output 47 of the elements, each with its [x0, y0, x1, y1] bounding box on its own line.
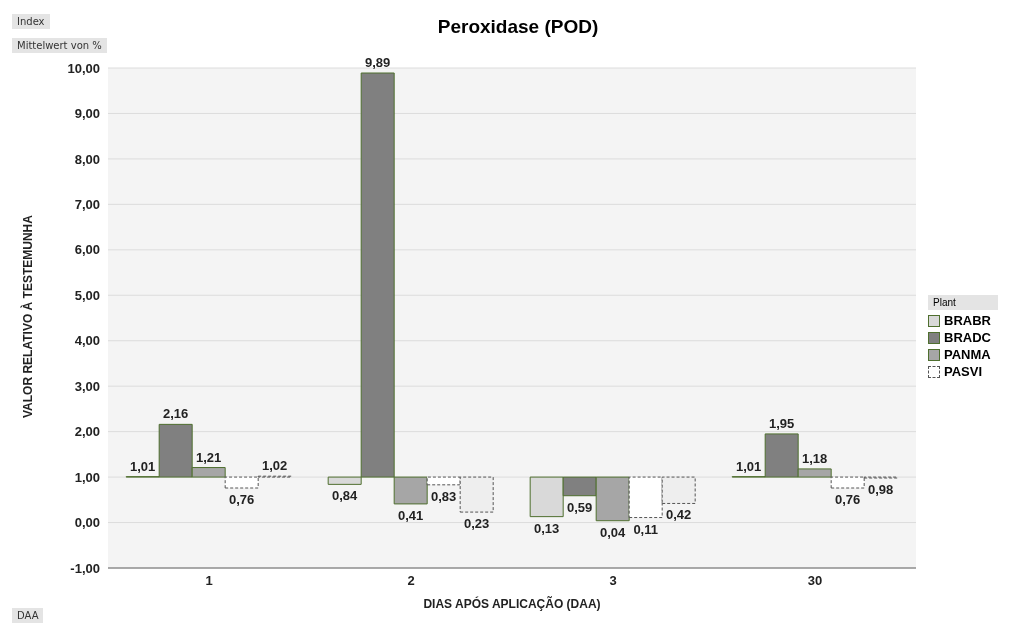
- data-label: 0,23: [464, 516, 490, 532]
- data-label: 1,21: [196, 449, 222, 465]
- x-axis-title: DIAS APÓS APLICAÇÃO (DAA): [423, 596, 601, 611]
- data-label: 0,59: [567, 499, 593, 515]
- x-tick-label: 30: [807, 573, 823, 589]
- y-tick-label: 0,00: [74, 515, 100, 531]
- data-label: 0,76: [835, 492, 861, 507]
- x-tick-label: 3: [609, 573, 617, 589]
- data-label: 0,84: [332, 488, 359, 504]
- text: DAA: [12, 608, 44, 623]
- data-label: 0,42: [666, 507, 692, 523]
- y-axis-title: VALOR RELATIVO À TESTEMUNHA: [20, 214, 36, 418]
- data-label: 0,11: [633, 521, 658, 537]
- chart-title: Peroxidase (POD): [437, 16, 599, 37]
- data-label: 0,98: [868, 482, 894, 497]
- data-label: 1,01: [130, 458, 156, 474]
- y-tick-label: 3,00: [74, 378, 100, 394]
- data-label: 0,41: [398, 507, 424, 523]
- data-label: 0,83: [431, 488, 457, 504]
- data-label: 0,04: [600, 524, 627, 540]
- legend-label: PANMA: [943, 347, 992, 362]
- y-tick-label: 6,00: [74, 242, 100, 258]
- x-tick-label: 2: [407, 573, 415, 589]
- data-label: 1,18: [802, 450, 828, 466]
- y-tick-label: 9,00: [74, 106, 100, 122]
- text: Mittelwert von %: [12, 38, 107, 53]
- y-tick-label: -1,00: [70, 560, 100, 576]
- data-label: 2,16: [163, 406, 189, 422]
- data-label: 1,01: [736, 458, 762, 474]
- legend-title: Plant: [928, 295, 998, 310]
- legend-label: PASVI: [943, 364, 984, 379]
- y-tick-label: 2,00: [74, 424, 100, 440]
- legend-label: BRABR: [943, 313, 992, 328]
- y-tick-label: 1,00: [74, 469, 100, 485]
- y-tick-label: 10,00: [67, 60, 100, 76]
- text: Index: [12, 14, 50, 29]
- data-label: 1,02: [262, 458, 288, 474]
- data-label: 0,13: [534, 520, 560, 536]
- y-tick-label: 7,00: [74, 196, 100, 212]
- y-tick-label: 8,00: [74, 151, 100, 167]
- x-tick-label: 1: [205, 573, 213, 589]
- data-label: 1,95: [769, 415, 795, 431]
- legend-label: BRADC: [943, 330, 992, 345]
- data-label: 0,76: [229, 492, 255, 507]
- data-label: 9,89: [365, 55, 391, 70]
- y-tick-label: 4,00: [74, 333, 100, 349]
- y-tick-label: 5,00: [74, 287, 100, 303]
